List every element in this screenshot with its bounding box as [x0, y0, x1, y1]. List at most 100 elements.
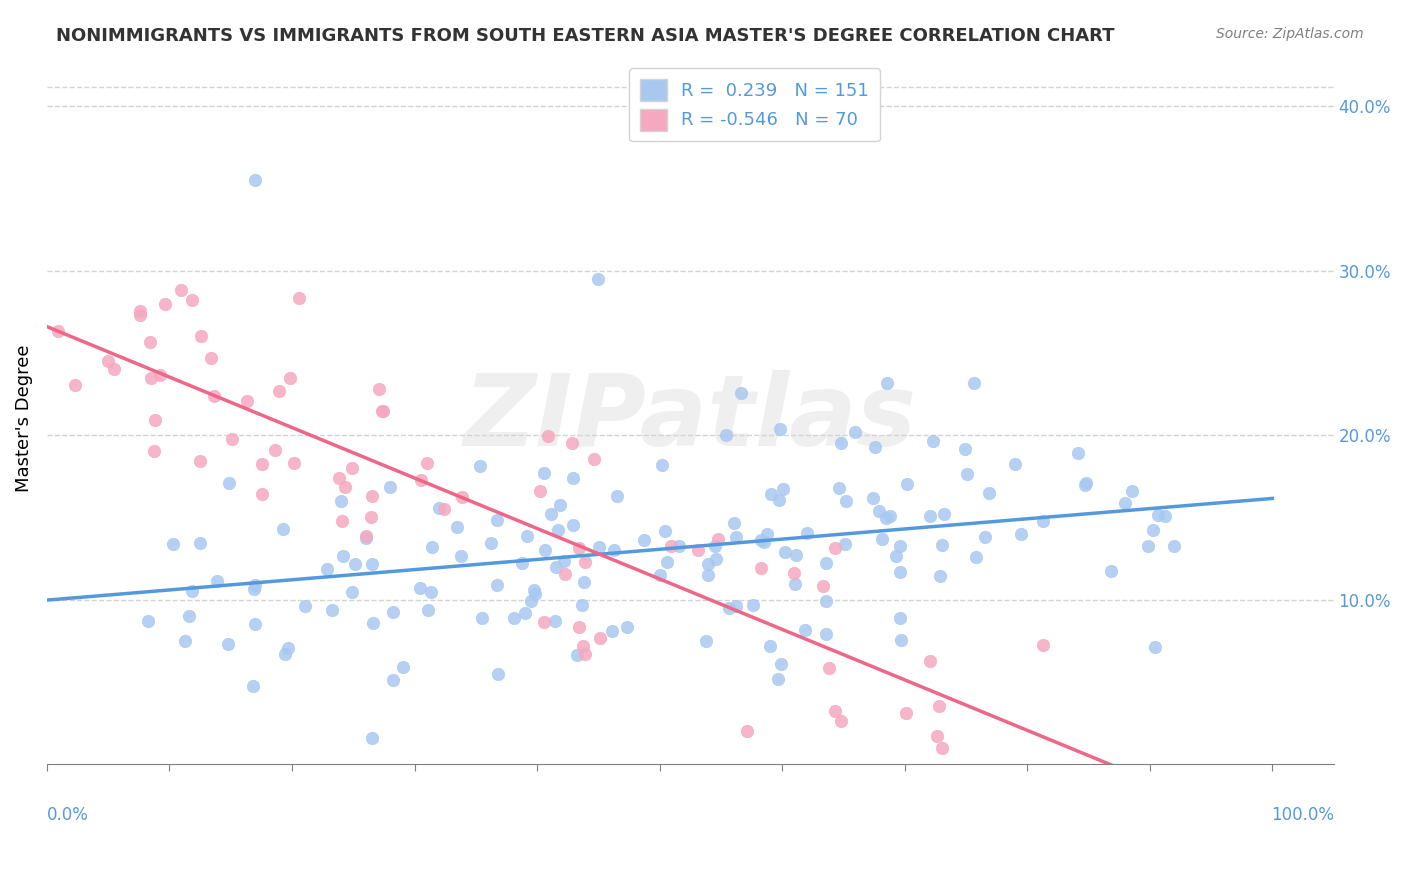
Point	[332, 549, 354, 563]
Point	[928, 699, 950, 714]
Point	[834, 537, 856, 551]
Point	[242, 582, 264, 596]
Point	[794, 623, 817, 637]
Point	[815, 626, 838, 640]
Point	[533, 466, 555, 480]
Point	[427, 501, 450, 516]
Point	[889, 610, 911, 624]
Point	[361, 615, 384, 630]
Point	[328, 471, 350, 485]
Point	[844, 425, 866, 439]
Point	[138, 335, 160, 350]
Point	[333, 480, 356, 494]
Point	[977, 486, 1000, 500]
Point	[510, 557, 533, 571]
Point	[294, 599, 316, 614]
Point	[572, 575, 595, 590]
Point	[929, 569, 952, 583]
Point	[574, 555, 596, 569]
Point	[548, 498, 571, 512]
Point	[340, 460, 363, 475]
Point	[1147, 508, 1170, 523]
Point	[354, 531, 377, 545]
Point	[890, 632, 912, 647]
Point	[725, 530, 748, 544]
Point	[953, 442, 976, 456]
Point	[316, 562, 339, 576]
Point	[269, 384, 291, 398]
Point	[735, 723, 758, 738]
Point	[516, 529, 538, 543]
Point	[568, 541, 591, 556]
Point	[768, 672, 790, 686]
Point	[486, 667, 509, 681]
Point	[934, 507, 956, 521]
Point	[470, 458, 492, 473]
Point	[659, 539, 682, 553]
Point	[703, 540, 725, 554]
Point	[742, 598, 765, 612]
Point	[606, 490, 628, 504]
Point	[409, 581, 432, 595]
Point	[540, 507, 562, 521]
Point	[250, 457, 273, 471]
Point	[1032, 638, 1054, 652]
Point	[835, 494, 858, 508]
Point	[876, 376, 898, 390]
Text: ZIPatlas: ZIPatlas	[464, 370, 917, 467]
Point	[515, 606, 537, 620]
Point	[657, 555, 679, 569]
Point	[1153, 509, 1175, 524]
Legend: R =  0.239   N = 151, R = -0.546   N = 70: R = 0.239 N = 151, R = -0.546 N = 70	[628, 69, 880, 141]
Point	[879, 509, 901, 524]
Point	[785, 548, 807, 562]
Point	[717, 600, 740, 615]
Point	[1004, 457, 1026, 471]
Point	[724, 599, 747, 613]
Point	[46, 324, 69, 338]
Point	[534, 543, 557, 558]
Point	[471, 611, 494, 625]
Point	[697, 567, 720, 582]
Point	[1142, 523, 1164, 537]
Point	[188, 454, 211, 468]
Point	[446, 520, 468, 534]
Text: 100.0%: 100.0%	[1271, 805, 1334, 823]
Point	[889, 565, 911, 579]
Point	[922, 434, 945, 448]
Point	[1114, 496, 1136, 510]
Point	[749, 561, 772, 575]
Point	[1137, 539, 1160, 553]
Point	[814, 594, 837, 608]
Point	[153, 297, 176, 311]
Point	[651, 458, 673, 472]
Point	[1144, 640, 1167, 655]
Point	[553, 554, 575, 568]
Point	[668, 539, 690, 553]
Point	[188, 536, 211, 550]
Point	[486, 577, 509, 591]
Point	[817, 661, 839, 675]
Point	[956, 467, 979, 482]
Point	[136, 615, 159, 629]
Point	[963, 376, 986, 390]
Point	[503, 611, 526, 625]
Point	[360, 557, 382, 571]
Point	[756, 527, 779, 541]
Point	[273, 522, 295, 536]
Point	[603, 543, 626, 558]
Point	[141, 370, 163, 384]
Point	[884, 549, 907, 563]
Point	[544, 614, 567, 628]
Point	[221, 432, 243, 446]
Point	[371, 404, 394, 418]
Point	[143, 444, 166, 458]
Point	[723, 516, 745, 530]
Point	[759, 487, 782, 501]
Point	[785, 576, 807, 591]
Point	[868, 504, 890, 518]
Point	[236, 394, 259, 409]
Point	[600, 624, 623, 639]
Point	[686, 542, 709, 557]
Point	[561, 435, 583, 450]
